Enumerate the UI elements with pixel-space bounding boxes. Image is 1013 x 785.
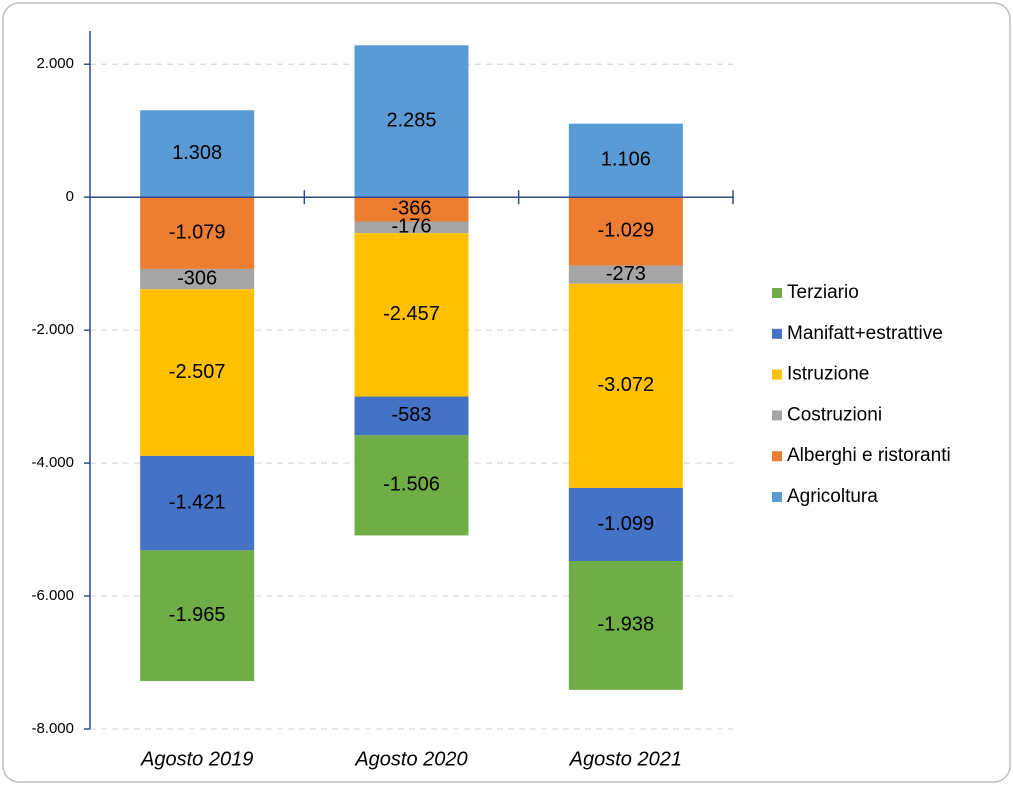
legend-swatch	[772, 451, 782, 462]
data-label: -1.099	[597, 513, 654, 535]
x-tick-label: Agosto 2021	[569, 748, 682, 770]
y-tick-label: 2.000	[36, 55, 74, 72]
legend-label: Costruzioni	[787, 404, 882, 425]
data-label: -1.506	[383, 474, 440, 496]
data-label: -306	[177, 267, 217, 289]
data-label: -1.965	[169, 604, 226, 626]
y-tick-label: -4.000	[31, 454, 74, 471]
data-label: -1.938	[597, 614, 654, 636]
bar-segment	[568, 283, 683, 488]
data-label: 1.308	[172, 142, 222, 164]
bar-segment	[568, 487, 683, 562]
x-tick-label: Agosto 2019	[140, 748, 253, 770]
data-label: 2.285	[386, 110, 436, 132]
data-label: -1.421	[169, 491, 226, 513]
bar-segment	[140, 197, 255, 269]
bar-segment	[354, 233, 469, 397]
data-label: -3.072	[597, 374, 654, 396]
bar-segment	[568, 561, 683, 690]
bar-segment	[354, 197, 469, 222]
bar-segment	[140, 550, 255, 682]
data-label: -176	[391, 216, 431, 238]
bar-segment	[354, 435, 469, 536]
bar-segment	[354, 221, 469, 234]
data-label: 1.106	[601, 149, 651, 171]
y-tick-label: 0	[66, 188, 74, 205]
bar-segment	[354, 396, 469, 436]
legend-swatch	[772, 369, 782, 380]
legend-label: Terziario	[787, 282, 859, 303]
y-tick-label: -6.000	[31, 587, 74, 604]
y-tick-label: -8.000	[31, 720, 74, 737]
bar-segment	[568, 265, 683, 284]
bar-segment	[140, 110, 255, 198]
legend-swatch	[772, 492, 782, 502]
bar-segment	[140, 455, 255, 551]
legend-swatch	[772, 328, 782, 339]
legend-label: Manifatt+estrattive	[787, 323, 943, 344]
data-label: -2.457	[383, 303, 440, 325]
data-label: -273	[606, 263, 646, 285]
data-label: -1.029	[597, 220, 654, 242]
bar-segment	[568, 197, 683, 266]
legend-label: Alberghi e ristoranti	[787, 445, 951, 466]
legend-label: Agricoltura	[787, 486, 878, 507]
data-label: -583	[391, 404, 431, 426]
y-tick-label: -2.000	[31, 321, 74, 338]
legend-swatch	[772, 410, 782, 421]
bar-segment	[568, 123, 683, 198]
legend-label: Istruzione	[787, 364, 869, 385]
bar-segment	[354, 45, 469, 198]
bar-segment	[140, 289, 255, 456]
x-tick-label: Agosto 2020	[354, 748, 467, 770]
legend-swatch	[772, 288, 782, 298]
data-label: -2.507	[169, 361, 226, 383]
data-label: -366	[391, 198, 431, 220]
data-label: -1.079	[169, 221, 226, 243]
bar-segment	[140, 268, 255, 290]
